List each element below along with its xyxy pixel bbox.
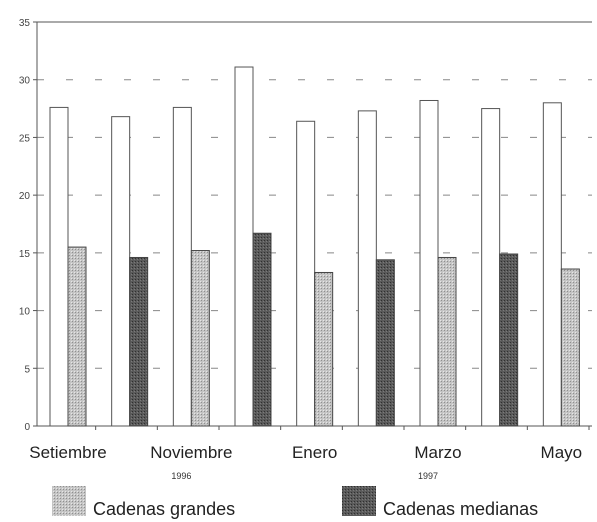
x-tick-label: Setiembre	[29, 443, 106, 462]
bars	[49, 66, 580, 427]
axis-labels: 0 5 10 15 20 25 30 35 Setiembre Noviembre Enero Mar…	[19, 18, 582, 481]
x-tick-label: Enero	[292, 443, 337, 462]
bar	[296, 120, 316, 427]
y-tick-label: 30	[19, 76, 31, 87]
bar	[67, 246, 87, 427]
bar	[172, 106, 192, 427]
bar	[190, 250, 210, 427]
year-label: 1997	[418, 471, 438, 481]
y-tick-label: 35	[19, 18, 31, 29]
legend: Cadenas grandes Cadenas medianas	[52, 486, 538, 519]
x-tick-label: Marzo	[414, 443, 461, 462]
bar	[437, 256, 457, 427]
y-tick-label: 15	[19, 249, 31, 260]
bar	[419, 99, 439, 427]
y-tick-label: 25	[19, 133, 31, 144]
bar	[252, 232, 272, 427]
bar	[542, 102, 562, 427]
bar	[49, 106, 69, 427]
bar	[560, 268, 580, 427]
legend-label: Cadenas grandes	[93, 499, 235, 519]
bar	[234, 66, 254, 427]
y-tick-label: 20	[19, 191, 31, 202]
bar	[129, 256, 149, 427]
bar	[357, 110, 377, 427]
year-label: 1996	[171, 471, 191, 481]
legend-label: Cadenas medianas	[383, 499, 538, 519]
bar	[481, 108, 501, 427]
bar	[111, 116, 131, 427]
bar	[375, 259, 395, 427]
legend-swatch	[342, 486, 376, 516]
y-tick-label: 0	[24, 422, 30, 433]
legend-swatch	[52, 486, 86, 516]
bar	[314, 271, 334, 427]
bar	[499, 253, 519, 427]
y-tick-label: 5	[24, 364, 30, 375]
x-tick-label: Mayo	[541, 443, 583, 462]
y-tick-label: 10	[19, 307, 31, 318]
x-tick-label: Noviembre	[150, 443, 232, 462]
